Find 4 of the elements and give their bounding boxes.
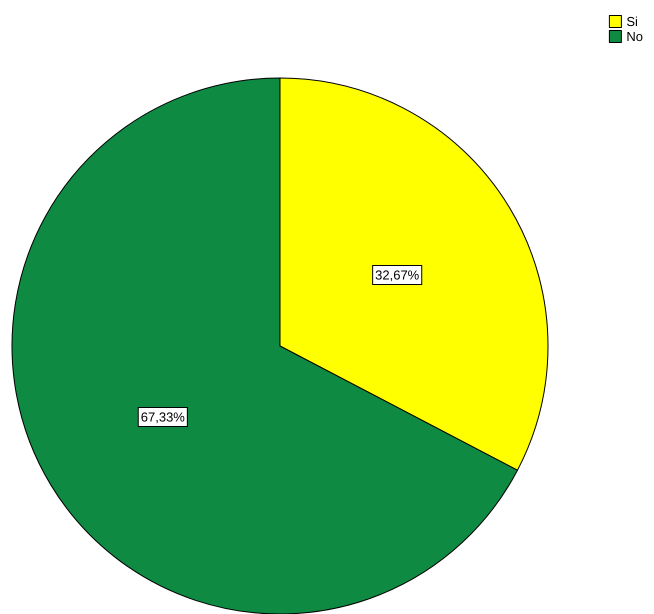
data-label: 67,33% [140,409,186,424]
data-label: 32,67% [375,268,420,283]
legend-label: No [626,29,644,44]
legend-label: Si [626,14,638,29]
